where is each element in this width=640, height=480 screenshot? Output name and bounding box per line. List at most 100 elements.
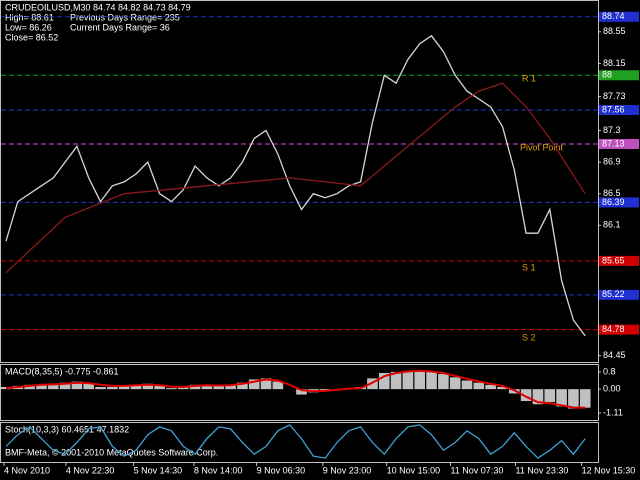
y-tick-label: 87.3 [603,125,621,135]
price-panel [0,0,599,363]
macd-bar [95,387,106,390]
macd-bar [237,382,248,390]
macd-bar [130,384,142,390]
symbol-title: CRUDEOILUSD,M30 84.74 84.82 84.73 84.79 [5,2,191,12]
x-tick-label: 10 Nov 15:00 [387,465,441,475]
macd-bar [47,383,59,390]
x-tick-label: 11 Nov 07:30 [450,465,503,475]
macd-bar [118,385,130,390]
macd-bar [532,389,544,405]
x-tick-label: 12 Nov 15:30 [582,465,636,475]
copyright: BMF-Meta, © 2001-2010 MetaQuotes Softwar… [5,447,218,457]
macd-bar [296,389,307,395]
y-tick-label: 88.55 [603,26,626,36]
level-tag [599,289,639,300]
x-tick-label: 9 Nov 23:00 [323,465,372,475]
info-high: High= 88.61 [5,12,54,22]
pivot-annotation: S 2 [522,332,536,342]
pivot-annotation: S 1 [522,262,536,272]
x-tick-label: 4 Nov 2010 [4,465,50,475]
series-line [5,34,586,337]
level-tag [599,255,639,266]
macd-bar [426,371,437,390]
pivot-annotation: Pivot Point [520,142,564,152]
macd-bar [177,387,189,390]
level-label: 88.74 [602,11,625,21]
macd-bar [272,381,284,390]
macd-bar [83,383,95,390]
y-tick-label: 0.00 [603,384,621,394]
level-label: 84.78 [602,324,625,334]
x-tick-label: 11 Nov 23:30 [515,465,568,475]
x-tick-label: 9 Nov 06:30 [257,465,306,475]
level-tag [599,70,639,81]
series-line [5,369,586,409]
macd-bar [556,389,567,407]
macd-bar [438,374,449,390]
macd-bar [24,384,35,390]
x-tick-label: 8 Nov 14:00 [194,465,243,475]
y-tick-label: 88.15 [603,58,626,68]
macd-bar [225,384,236,390]
y-tick-label: 86.9 [603,157,621,167]
y-tick-label: -1.11 [603,407,623,417]
macd-bar [71,381,83,390]
level-label: 88 [602,70,612,80]
macd-bar [189,384,201,390]
macd-bar [520,389,532,402]
level-label: 87.13 [602,138,625,148]
series-line [5,424,586,459]
macd-bar [107,387,118,390]
level-tag [599,324,639,335]
y-tick-label: 86.5 [603,188,621,198]
macd-panel [0,364,599,421]
y-tick-label: 87.73 [603,91,626,101]
info-close: Close= 86.52 [5,32,58,42]
level-label: 87.56 [602,104,625,114]
level-tag [599,105,639,116]
y-tick-label: 0.8 [603,366,616,376]
info-low: Low= 86.26 [5,22,52,32]
macd-bar [36,384,47,390]
macd-bar [201,384,213,390]
macd-bar [248,379,260,390]
macd-bar [449,377,461,390]
macd-bar [378,372,390,390]
macd-bar [402,370,414,390]
macd-bar [485,384,496,390]
macd-bar [260,378,272,390]
macd-bar [59,382,71,390]
macd-title: MACD(8,35,5) -0.775 -0.861 [5,366,119,376]
level-tag [599,11,639,22]
macd-bar [544,389,556,403]
y-tick-label: 84.45 [603,350,626,360]
macd-bar [497,387,508,390]
macd-bar [0,387,12,390]
x-tick-label: 4 Nov 22:30 [66,465,115,475]
level-tag [599,197,639,208]
level-label: 85.65 [602,255,625,265]
stoch-panel [0,422,599,463]
x-tick-label: 5 Nov 14:30 [134,465,183,475]
level-label: 85.22 [602,289,625,299]
series-line [5,82,586,274]
macd-bar [166,388,177,390]
macd-bar [154,385,165,390]
macd-bar [473,382,485,390]
macd-bar [319,389,331,391]
curr-range: Current Days Range= 36 [70,22,170,32]
macd-bar [579,389,591,408]
prev-range: Previous Days Range= 235 [70,12,180,22]
macd-bar [568,389,579,409]
level-label: 86.39 [602,197,625,207]
macd-bar [213,385,225,390]
y-tick-label: 86.1 [603,220,621,230]
pivot-annotation: R 1 [522,73,536,83]
macd-bar [390,371,402,390]
macd-bar [414,370,426,390]
macd-bar [142,383,154,390]
macd-bar [461,380,473,390]
stoch-title: Stoch(10,3,3) 60.4651 47.1832 [5,424,129,434]
